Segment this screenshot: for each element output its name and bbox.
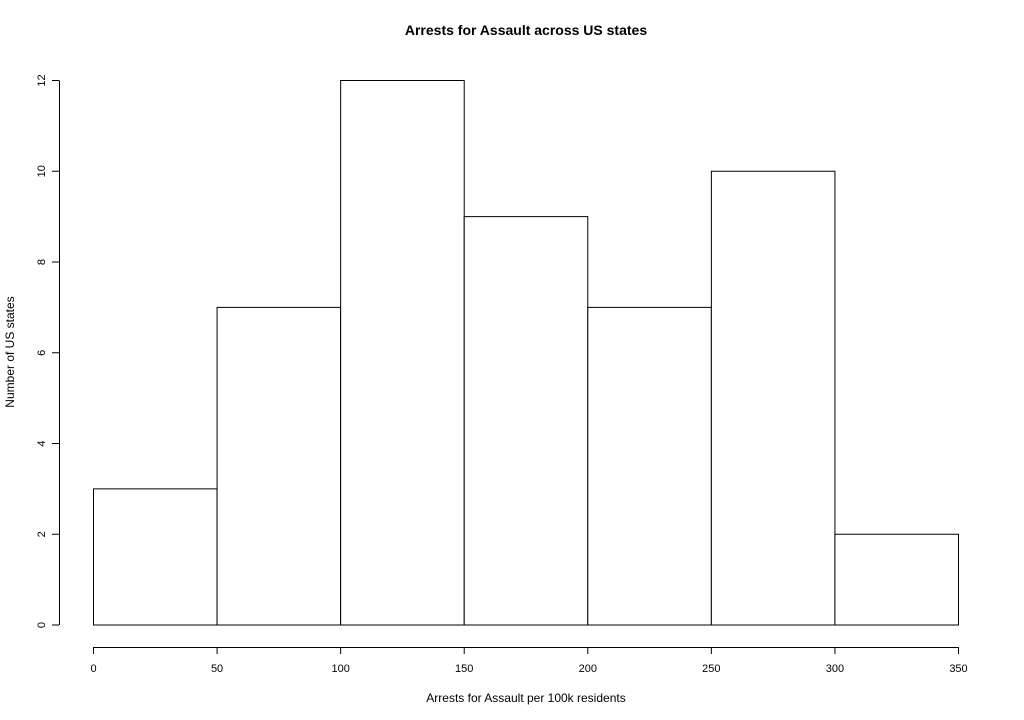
y-tick-label-1: 2 — [36, 531, 48, 537]
histogram-bar-5 — [710, 170, 836, 626]
y-tick-label-4: 8 — [36, 259, 48, 265]
x-tick-label-0: 0 — [90, 663, 96, 675]
histogram-bar-6 — [834, 533, 960, 626]
histogram-bar-0 — [93, 488, 218, 626]
y-axis: 0 2 4 6 8 10 12 — [36, 74, 60, 628]
bars-group — [93, 80, 960, 626]
x-tick-label-6: 300 — [826, 663, 844, 675]
histogram-bar-2 — [340, 80, 465, 626]
y-tick-label-0: 0 — [36, 622, 48, 628]
x-tick-label-3: 150 — [455, 663, 473, 675]
x-tick-label-1: 50 — [211, 663, 223, 675]
x-tick-label-4: 200 — [579, 663, 597, 675]
x-axis: 0 50 100 150 200 250 300 350 — [90, 647, 968, 675]
chart-title: Arrests for Assault across US states — [405, 22, 647, 38]
histogram-bar-3 — [463, 216, 589, 626]
y-tick-label-5: 10 — [36, 165, 48, 177]
x-axis-label: Arrests for Assault per 100k residents — [426, 691, 625, 705]
histogram-bar-1 — [216, 306, 342, 626]
y-axis-label: Number of US states — [3, 296, 17, 407]
histogram-bar-4 — [587, 306, 712, 626]
y-tick-label-2: 4 — [36, 440, 48, 446]
y-tick-label-6: 12 — [36, 74, 48, 86]
x-tick-label-7: 350 — [949, 663, 967, 675]
x-tick-label-5: 250 — [702, 663, 720, 675]
y-tick-label-3: 6 — [36, 350, 48, 356]
x-tick-label-2: 100 — [331, 663, 349, 675]
